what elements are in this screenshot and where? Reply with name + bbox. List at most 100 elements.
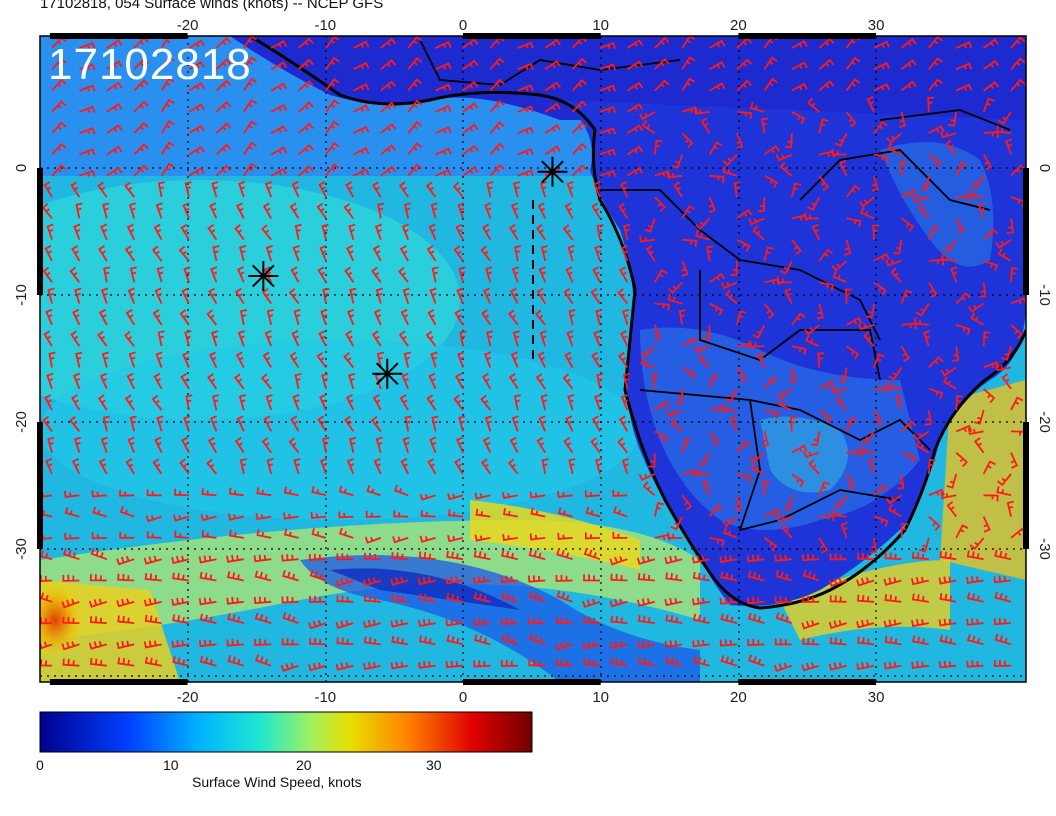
wind-barb (325, 99, 340, 113)
wind-barb (133, 100, 149, 113)
wind-barb (592, 266, 601, 283)
wind-barb (426, 245, 437, 262)
wind-barb (775, 514, 793, 522)
wind-barb (568, 309, 576, 326)
wind-barb (51, 164, 67, 177)
wind-barb (928, 36, 943, 49)
wind-barb (1006, 218, 1014, 234)
wind-barb (288, 437, 300, 454)
wind-barb (791, 473, 805, 488)
wind-barb (681, 494, 693, 511)
wind-barb (322, 436, 330, 453)
wind-barb (997, 248, 1012, 262)
wind-barb (260, 373, 272, 390)
wind-barb (365, 510, 381, 518)
wind-barb (582, 640, 601, 650)
wind-barb (63, 548, 80, 561)
wind-barb (736, 58, 752, 70)
wind-barb (375, 287, 384, 304)
wind-barb (51, 100, 67, 113)
wind-barb (859, 445, 875, 454)
wind-barb (243, 141, 258, 156)
wind-barb (215, 58, 232, 70)
wind-barb (736, 208, 753, 220)
wind-barb (749, 101, 765, 113)
wind-barb (973, 437, 985, 454)
wind-barb (502, 491, 518, 500)
wind-barb (736, 132, 744, 150)
wind-barb (829, 595, 847, 603)
wind-barb (805, 334, 820, 348)
wind-barb (320, 308, 328, 326)
lat-tick-label: -30 (1036, 538, 1053, 560)
wind-barb (283, 528, 299, 539)
wind-barb (585, 506, 601, 518)
wind-barb (182, 351, 190, 368)
asterisk-3-marker (372, 358, 403, 389)
wind-barb (873, 120, 888, 134)
wind-barb (752, 225, 765, 241)
wind-barb (928, 356, 944, 369)
wind-barb (456, 287, 464, 304)
wind-barb (917, 203, 930, 220)
wind-barb (431, 266, 439, 283)
wind-barb (1006, 500, 1014, 517)
wind-barb (913, 317, 929, 326)
wind-barb (483, 287, 492, 304)
wind-barb (253, 596, 272, 605)
wind-barb (517, 62, 534, 71)
wind-barb (983, 494, 999, 502)
wind-barb (392, 536, 409, 544)
wind-barb (528, 549, 546, 561)
wind-barb (620, 394, 629, 411)
wind-barb (610, 573, 628, 582)
wind-barb (489, 99, 505, 113)
wind-barb (143, 640, 162, 649)
wind-barb (654, 400, 671, 411)
wind-barb (270, 125, 288, 134)
wind-barb (294, 223, 302, 240)
wind-barb (915, 440, 930, 454)
wind-barb (106, 81, 123, 92)
wind-barb (900, 38, 917, 49)
wind-barb (692, 571, 710, 582)
wind-barb (171, 555, 190, 565)
wind-barb (950, 266, 958, 283)
wind-barb (390, 661, 409, 670)
wind-barb (982, 331, 991, 347)
wind-barb (612, 489, 628, 497)
wind-barb (79, 148, 96, 156)
wind-barb (256, 487, 272, 497)
wind-barb (791, 312, 806, 326)
wind-barb (486, 181, 494, 198)
wind-barb (457, 351, 465, 368)
wind-barb (818, 175, 830, 192)
wind-barb (380, 144, 397, 156)
wind-barb (928, 153, 942, 168)
wind-barb (152, 458, 163, 475)
wind-barb (888, 367, 903, 381)
wind-barb (238, 181, 246, 198)
wind-barb (556, 590, 573, 603)
wind-barb (590, 288, 601, 305)
wind-barb (508, 309, 519, 326)
wind-barb (910, 576, 930, 586)
wind-barb (489, 121, 505, 134)
wind-barb (335, 662, 354, 671)
wind-barb (206, 458, 218, 475)
wind-barb (681, 260, 689, 278)
wind-barb (235, 287, 245, 305)
wind-barb (666, 409, 683, 418)
wind-barb (311, 486, 327, 497)
wind-barb (370, 415, 382, 432)
lon-tick-label: 0 (459, 17, 467, 34)
wind-barb (565, 266, 574, 283)
wind-barb (719, 639, 738, 647)
wind-barb (899, 160, 907, 176)
wind-barb (693, 655, 710, 667)
wind-barb (419, 493, 436, 501)
lat-tick-label: -20 (1036, 411, 1053, 433)
wind-barb (538, 266, 547, 283)
wind-barb (802, 595, 820, 603)
wind-barb (1010, 396, 1024, 411)
